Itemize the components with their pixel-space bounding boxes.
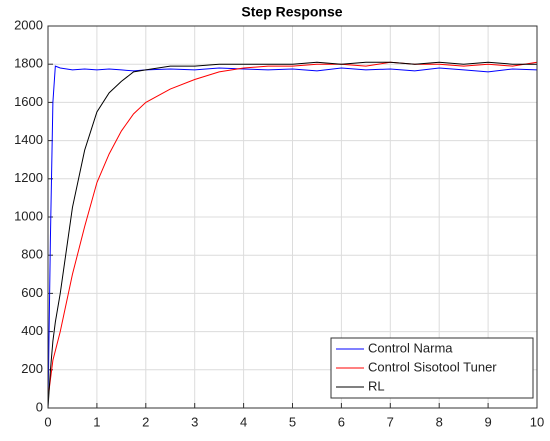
y-tick-label: 1200 — [14, 170, 43, 185]
x-tick-label: 2 — [142, 414, 149, 429]
y-tick-label: 200 — [21, 361, 43, 376]
series-line — [47, 61, 538, 399]
x-tick-label: 5 — [289, 414, 296, 429]
x-tick-label: 0 — [44, 414, 51, 429]
legend-label: Control Narma — [368, 340, 453, 355]
y-tick-label: 600 — [21, 285, 43, 300]
series-line — [47, 61, 537, 409]
y-tick-label: 2000 — [14, 17, 43, 32]
x-tick-label: 1 — [93, 414, 100, 429]
y-tick-label: 1000 — [14, 208, 43, 223]
x-tick-label: 8 — [436, 414, 443, 429]
x-tick-label: 9 — [484, 414, 491, 429]
x-tick-label: 6 — [338, 414, 345, 429]
y-tick-label: 800 — [21, 247, 43, 262]
plot-frame — [47, 25, 538, 409]
y-tick-label: 400 — [21, 323, 43, 338]
y-tick-label: 1800 — [14, 56, 43, 71]
y-tick-label: 1400 — [14, 132, 43, 147]
y-tick-label: 0 — [36, 399, 43, 414]
y-tick-label: 1600 — [14, 94, 43, 109]
legend-box — [330, 337, 534, 399]
x-tick-label: 4 — [240, 414, 247, 429]
series-line — [47, 65, 538, 409]
x-tick-label: 3 — [191, 414, 198, 429]
chart-title: Step Response — [241, 4, 342, 20]
legend-label: RL — [368, 378, 385, 393]
legend-label: Control Sisotool Tuner — [368, 359, 497, 374]
x-tick-label: 7 — [387, 414, 394, 429]
x-tick-label: 10 — [530, 414, 544, 429]
